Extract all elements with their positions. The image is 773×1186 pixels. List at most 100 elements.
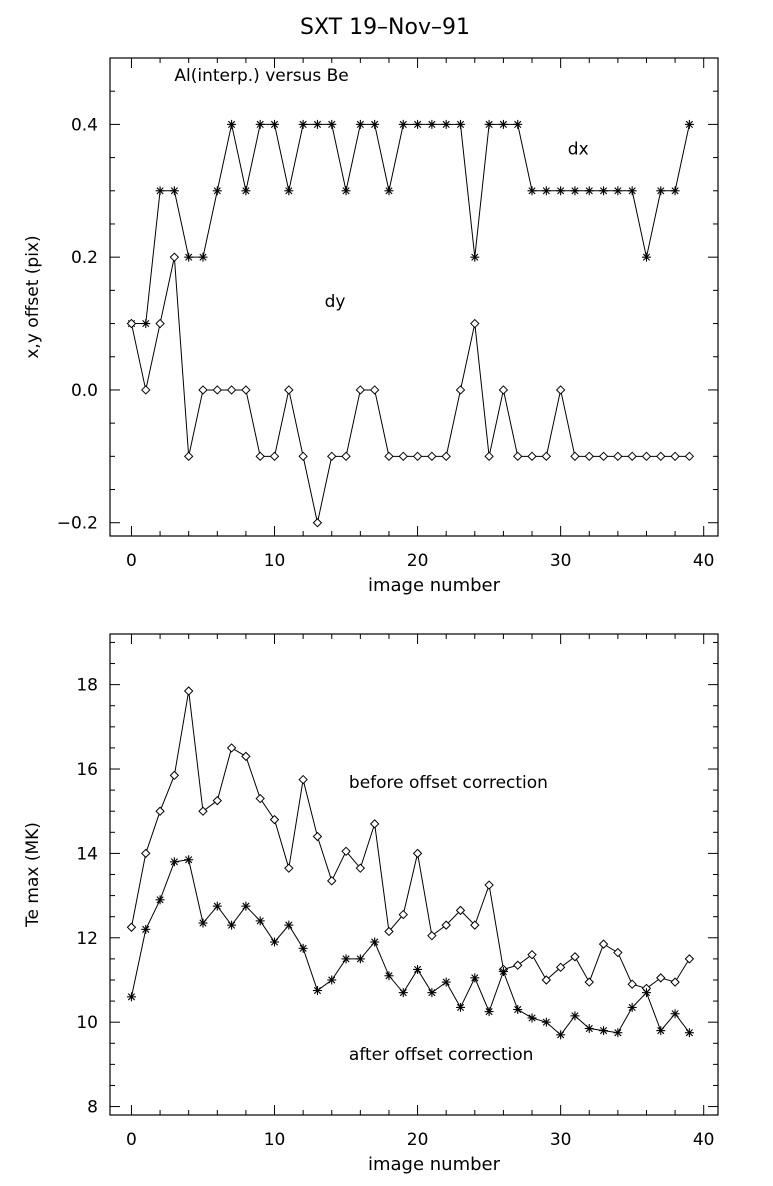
- data-point: [198, 806, 208, 816]
- data-point: [599, 1026, 609, 1036]
- data-point: [641, 451, 652, 462]
- data-point: [241, 751, 251, 762]
- data-point: [270, 119, 280, 129]
- data-point: [484, 880, 494, 890]
- data-point: [298, 451, 308, 462]
- data-point: [126, 318, 137, 329]
- series: [126, 686, 695, 994]
- data-point: [312, 518, 323, 528]
- x-tick-label: 30: [550, 551, 572, 571]
- data-point: [484, 119, 494, 129]
- data-point: [298, 943, 308, 953]
- data-point: [327, 876, 337, 886]
- data-point: [555, 962, 566, 973]
- data-point: [169, 770, 180, 781]
- data-point: [384, 186, 394, 196]
- data-point: [298, 774, 308, 785]
- x-tick-label: 20: [407, 551, 429, 571]
- data-point: [513, 451, 523, 462]
- figure-title: SXT 19–Nov–91: [300, 15, 470, 40]
- data-point: [269, 814, 280, 825]
- data-point: [498, 119, 508, 129]
- data-point: [284, 920, 294, 930]
- y-tick-label: 12: [76, 929, 98, 949]
- data-point: [141, 319, 151, 329]
- data-point: [627, 451, 637, 462]
- data-point: [656, 973, 666, 983]
- data-point: [570, 952, 580, 962]
- data-point: [598, 451, 609, 462]
- series-line: [130, 859, 690, 1036]
- data-point: [684, 1028, 694, 1038]
- data-point: [598, 939, 609, 949]
- data-point: [670, 451, 680, 462]
- x-tick-label: 30: [550, 1130, 572, 1150]
- data-point: [241, 901, 251, 911]
- data-point: [570, 451, 580, 462]
- data-point: [384, 926, 394, 937]
- annotation: dx: [568, 139, 589, 159]
- data-point: [355, 385, 366, 395]
- data-point: [269, 451, 280, 462]
- data-point: [126, 992, 136, 1002]
- data-point: [455, 905, 466, 916]
- data-point: [613, 947, 623, 958]
- data-point: [369, 385, 380, 395]
- data-point: [370, 937, 380, 947]
- data-point: [141, 385, 151, 395]
- data-point: [484, 451, 494, 462]
- data-point: [470, 252, 480, 262]
- data-point: [527, 1013, 537, 1023]
- data-point: [312, 119, 322, 129]
- data-point: [370, 119, 380, 129]
- data-point: [298, 119, 308, 129]
- data-point: [441, 451, 451, 462]
- data-point: [284, 385, 294, 395]
- data-point: [455, 385, 466, 395]
- data-point: [541, 451, 552, 462]
- data-point: [656, 1026, 666, 1036]
- data-point: [613, 451, 623, 462]
- data-point: [627, 1002, 637, 1012]
- data-point: [341, 846, 351, 857]
- data-point: [169, 252, 180, 262]
- data-point: [427, 930, 437, 941]
- data-point: [684, 119, 694, 129]
- data-point: [427, 119, 437, 129]
- offset-chart: 0 10 20 30 40 −0.2 0.0 0.2 0.4 image number x,y of…: [23, 57, 719, 596]
- data-point: [470, 920, 480, 930]
- data-point: [527, 451, 537, 462]
- data-point: [155, 895, 165, 905]
- annotation: after offset correction: [349, 1045, 534, 1065]
- y-tick-label: 16: [76, 760, 98, 780]
- data-point: [398, 119, 408, 129]
- y-tick-label: 14: [76, 844, 98, 864]
- data-point: [212, 795, 223, 806]
- data-point: [513, 119, 523, 129]
- y-tick-label: 0.0: [71, 381, 98, 401]
- data-point: [613, 1028, 623, 1038]
- data-point: [584, 1024, 594, 1034]
- data-point: [398, 988, 408, 998]
- data-point: [555, 385, 566, 395]
- annotation: Al(interp.) versus Be: [174, 66, 348, 86]
- data-point: [384, 971, 394, 981]
- data-point: [198, 252, 208, 262]
- data-point: [341, 451, 351, 462]
- data-point: [284, 863, 294, 873]
- series-line: [131, 123, 690, 325]
- data-point: [255, 916, 265, 926]
- data-point: [556, 1030, 566, 1040]
- y-tick-label: 8: [87, 1098, 98, 1118]
- data-point: [627, 979, 637, 989]
- x-axis-label: image number: [368, 1154, 501, 1175]
- data-point: [541, 1017, 551, 1027]
- data-point: [498, 967, 508, 977]
- data-point: [656, 451, 666, 462]
- data-point: [155, 318, 165, 329]
- data-point: [541, 975, 552, 985]
- x-axis-label: image number: [368, 575, 501, 596]
- data-point: [412, 451, 423, 462]
- data-point: [427, 988, 437, 998]
- data-point: [484, 1007, 494, 1017]
